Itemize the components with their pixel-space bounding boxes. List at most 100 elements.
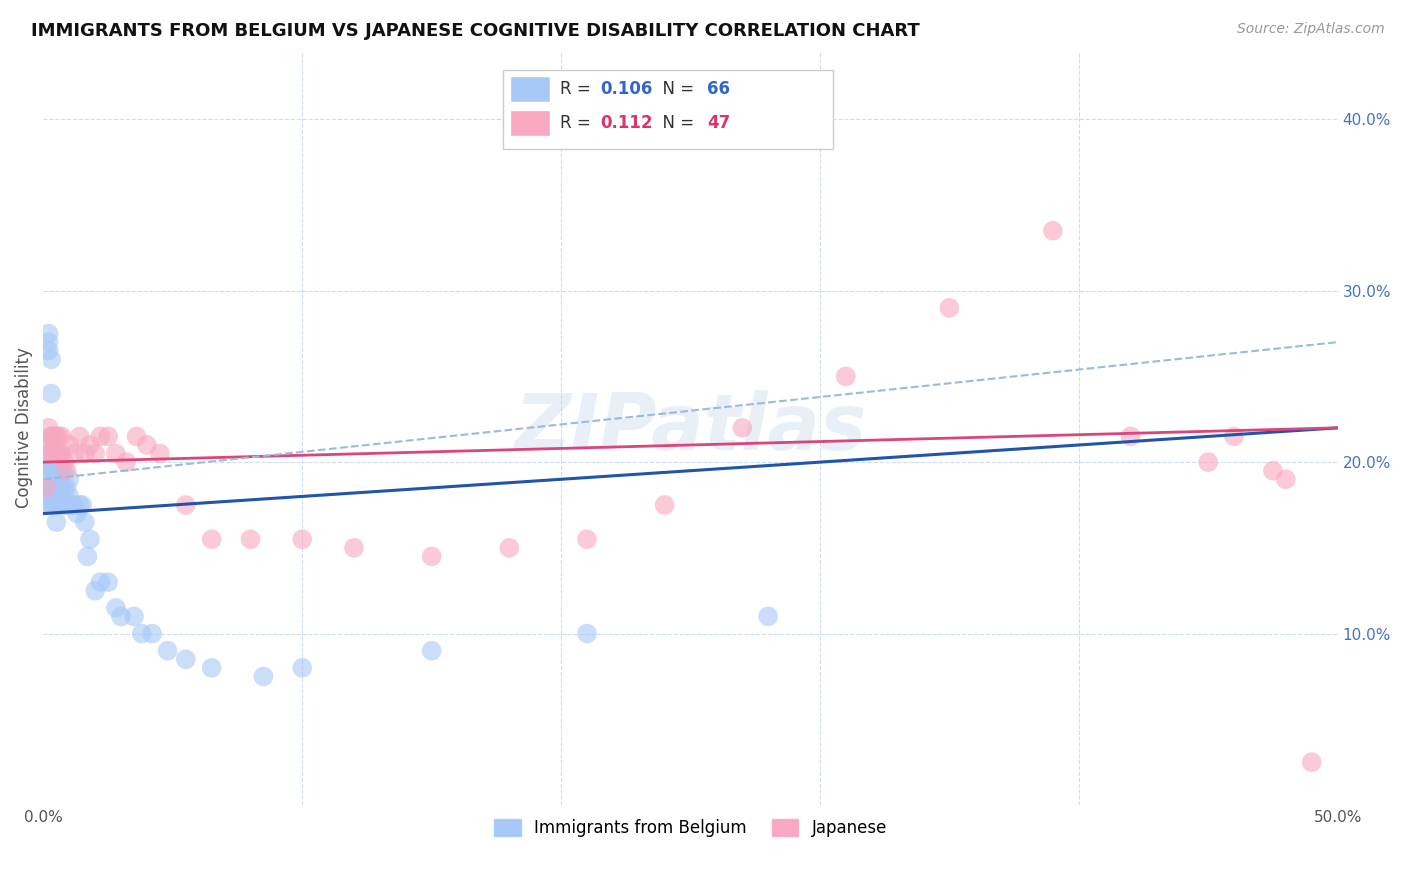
Point bbox=[51, 429, 73, 443]
Text: N =: N = bbox=[652, 80, 699, 98]
Point bbox=[48, 446, 70, 460]
Point bbox=[69, 429, 91, 443]
Point bbox=[63, 446, 86, 460]
Point bbox=[97, 575, 120, 590]
Point bbox=[42, 481, 65, 495]
Point bbox=[38, 438, 60, 452]
FancyBboxPatch shape bbox=[510, 111, 550, 136]
Point bbox=[141, 626, 163, 640]
Point bbox=[104, 600, 127, 615]
Point bbox=[55, 464, 77, 478]
Point bbox=[575, 533, 598, 547]
Point bbox=[51, 481, 73, 495]
Point bbox=[45, 464, 67, 478]
Point bbox=[42, 498, 65, 512]
Point bbox=[42, 446, 65, 460]
Point bbox=[69, 498, 91, 512]
Point bbox=[42, 446, 65, 460]
Point bbox=[125, 429, 148, 443]
Point bbox=[45, 455, 67, 469]
Point bbox=[136, 438, 159, 452]
Point bbox=[79, 533, 101, 547]
Point bbox=[39, 446, 62, 460]
Point bbox=[39, 429, 62, 443]
Point bbox=[38, 455, 60, 469]
Point bbox=[38, 335, 60, 350]
Point bbox=[70, 498, 93, 512]
Point bbox=[131, 626, 153, 640]
Point bbox=[53, 498, 76, 512]
Point bbox=[89, 429, 111, 443]
Point bbox=[58, 472, 80, 486]
Point bbox=[343, 541, 366, 555]
Point bbox=[58, 438, 80, 452]
Point bbox=[420, 644, 443, 658]
Point bbox=[48, 429, 70, 443]
Point bbox=[39, 498, 62, 512]
FancyBboxPatch shape bbox=[510, 77, 550, 101]
Text: R =: R = bbox=[560, 114, 596, 132]
Point bbox=[835, 369, 858, 384]
Point bbox=[48, 464, 70, 478]
Text: R =: R = bbox=[560, 80, 596, 98]
Point bbox=[35, 481, 58, 495]
Point bbox=[39, 386, 62, 401]
Point bbox=[45, 446, 67, 460]
Point bbox=[1223, 429, 1246, 443]
Point bbox=[84, 583, 107, 598]
Point bbox=[60, 498, 83, 512]
Text: Source: ZipAtlas.com: Source: ZipAtlas.com bbox=[1237, 22, 1385, 37]
Point bbox=[45, 498, 67, 512]
Point bbox=[1261, 464, 1284, 478]
Text: ZIPatlas: ZIPatlas bbox=[515, 390, 866, 466]
Point bbox=[420, 549, 443, 564]
Legend: Immigrants from Belgium, Japanese: Immigrants from Belgium, Japanese bbox=[485, 811, 896, 846]
Point bbox=[45, 515, 67, 529]
Point bbox=[53, 455, 76, 469]
Point bbox=[1042, 224, 1064, 238]
Point bbox=[63, 498, 86, 512]
Text: 0.106: 0.106 bbox=[600, 80, 652, 98]
Point bbox=[84, 446, 107, 460]
Point bbox=[149, 446, 172, 460]
Point bbox=[58, 490, 80, 504]
Point bbox=[291, 661, 314, 675]
Point bbox=[45, 429, 67, 443]
Point bbox=[575, 626, 598, 640]
Point bbox=[39, 429, 62, 443]
Point bbox=[38, 464, 60, 478]
Point bbox=[55, 481, 77, 495]
Point bbox=[35, 481, 58, 495]
Text: IMMIGRANTS FROM BELGIUM VS JAPANESE COGNITIVE DISABILITY CORRELATION CHART: IMMIGRANTS FROM BELGIUM VS JAPANESE COGN… bbox=[31, 22, 920, 40]
Point bbox=[291, 533, 314, 547]
Point bbox=[252, 669, 274, 683]
Point bbox=[66, 507, 89, 521]
Point bbox=[239, 533, 262, 547]
FancyBboxPatch shape bbox=[503, 70, 832, 149]
Point bbox=[498, 541, 520, 555]
Point bbox=[39, 481, 62, 495]
Point bbox=[201, 661, 224, 675]
Point bbox=[89, 575, 111, 590]
Point bbox=[76, 549, 98, 564]
Point bbox=[39, 455, 62, 469]
Point bbox=[1301, 755, 1323, 769]
Point bbox=[42, 429, 65, 443]
Point bbox=[42, 464, 65, 478]
Point bbox=[38, 343, 60, 358]
Point bbox=[35, 446, 58, 460]
Point bbox=[38, 481, 60, 495]
Point bbox=[35, 498, 58, 512]
Point bbox=[51, 446, 73, 460]
Point bbox=[731, 421, 754, 435]
Text: 0.112: 0.112 bbox=[600, 114, 652, 132]
Point bbox=[45, 481, 67, 495]
Text: N =: N = bbox=[652, 114, 699, 132]
Point bbox=[73, 515, 96, 529]
Point bbox=[55, 498, 77, 512]
Point bbox=[51, 498, 73, 512]
Point bbox=[156, 644, 179, 658]
Point bbox=[174, 652, 197, 666]
Point bbox=[115, 455, 138, 469]
Point bbox=[654, 498, 676, 512]
